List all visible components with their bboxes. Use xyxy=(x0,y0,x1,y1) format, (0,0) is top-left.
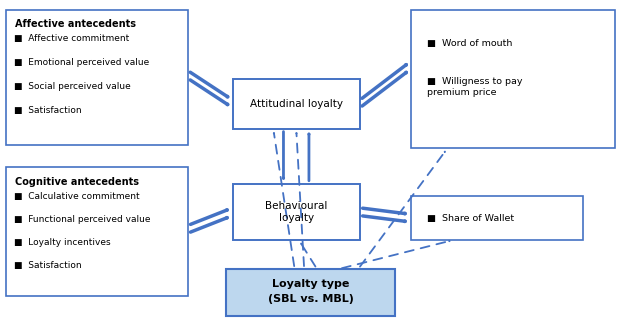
Text: Attitudinal loyalty: Attitudinal loyalty xyxy=(250,99,343,109)
Text: ■  Share of Wallet: ■ Share of Wallet xyxy=(427,214,514,223)
Text: ■  Functional perceived value: ■ Functional perceived value xyxy=(14,215,150,224)
FancyBboxPatch shape xyxy=(233,184,360,240)
Text: Affective antecedents: Affective antecedents xyxy=(15,19,136,29)
Text: ■  Word of mouth: ■ Word of mouth xyxy=(427,39,512,48)
FancyBboxPatch shape xyxy=(411,10,615,148)
Text: ■  Satisfaction: ■ Satisfaction xyxy=(14,106,82,115)
Text: ■  Emotional perceived value: ■ Emotional perceived value xyxy=(14,58,149,67)
Text: ■  Calculative commitment: ■ Calculative commitment xyxy=(14,192,140,201)
Text: ■  Satisfaction: ■ Satisfaction xyxy=(14,261,82,270)
FancyBboxPatch shape xyxy=(411,196,583,240)
Text: ■  Affective commitment: ■ Affective commitment xyxy=(14,34,129,43)
FancyBboxPatch shape xyxy=(233,79,360,129)
FancyBboxPatch shape xyxy=(6,167,188,296)
FancyBboxPatch shape xyxy=(226,269,395,316)
FancyBboxPatch shape xyxy=(6,10,188,145)
Text: ■  Willigness to pay
premium price: ■ Willigness to pay premium price xyxy=(427,77,522,97)
Text: Cognitive antecedents: Cognitive antecedents xyxy=(15,177,140,187)
Text: Loyalty type: Loyalty type xyxy=(272,279,349,289)
Text: ■  Loyalty incentives: ■ Loyalty incentives xyxy=(14,238,111,247)
Text: Behavioural
loyalty: Behavioural loyalty xyxy=(265,201,327,223)
Text: (SBL vs. MBL): (SBL vs. MBL) xyxy=(268,294,354,304)
Text: ■  Social perceived value: ■ Social perceived value xyxy=(14,82,131,91)
